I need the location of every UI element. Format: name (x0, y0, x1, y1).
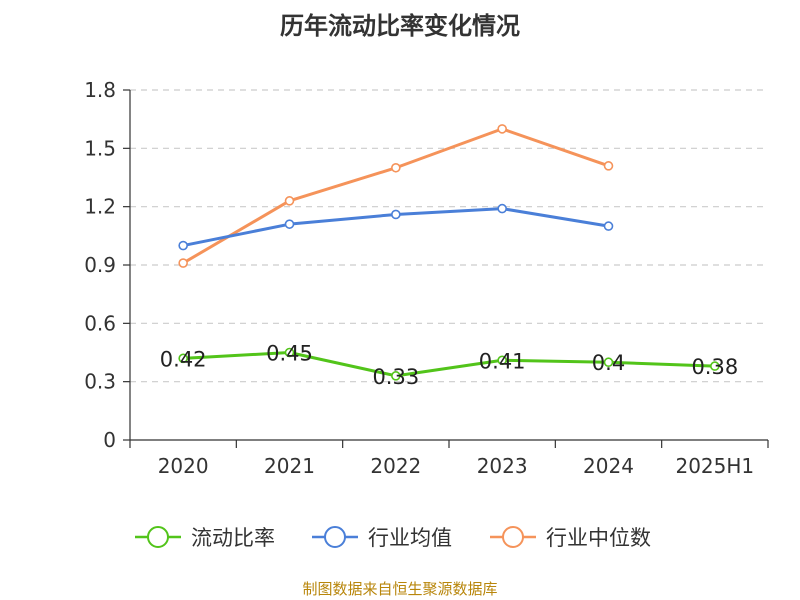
x-tick-label: 2022 (370, 454, 421, 478)
data-label: 0.4 (592, 351, 625, 375)
data-point (284, 219, 295, 229)
data-point (603, 357, 614, 368)
data-point (178, 353, 188, 364)
data-label: 0.38 (691, 355, 738, 379)
x-tick-label: 2024 (583, 454, 634, 478)
data-point (391, 162, 401, 173)
data-point (497, 203, 507, 214)
data-point (603, 221, 614, 231)
data-point (497, 355, 507, 366)
data-label: 0.42 (160, 347, 207, 371)
data-label: 0.45 (266, 342, 313, 366)
data-point (284, 196, 295, 206)
x-tick-label: 2020 (158, 454, 209, 478)
data-point (284, 347, 295, 358)
data-label: 0.33 (372, 365, 419, 389)
legend-label: 行业均值 (368, 526, 452, 550)
data-point (178, 258, 188, 268)
y-tick-label: 0.6 (84, 311, 116, 335)
legend-marker (324, 526, 346, 548)
source-note: 制图数据来自恒生聚源数据库 (302, 580, 498, 598)
chart-title: 历年流动比率变化情况 (280, 12, 520, 40)
data-point (391, 371, 401, 381)
data-label: 0.41 (479, 349, 526, 373)
y-tick-label: 0 (103, 428, 116, 452)
x-tick-label: 2025H1 (675, 454, 754, 478)
legend-label: 流动比率 (191, 526, 275, 550)
y-tick-label: 0.9 (84, 253, 116, 277)
y-tick-label: 1.2 (84, 195, 116, 219)
legend-marker (147, 526, 169, 548)
x-tick-label: 2021 (264, 454, 315, 478)
legend-label: 行业中位数 (546, 526, 651, 550)
legend-marker (502, 526, 524, 548)
series-line-2 (182, 127, 609, 265)
data-point (710, 361, 720, 371)
y-tick-label: 1.5 (84, 136, 116, 160)
y-tick-label: 1.8 (84, 78, 116, 102)
data-point (391, 209, 401, 220)
x-tick-label: 2023 (477, 454, 528, 478)
y-tick-label: 0.3 (84, 370, 116, 394)
series-line-0 (183, 351, 715, 378)
data-point (497, 124, 507, 134)
data-point (178, 240, 188, 251)
data-point (603, 161, 614, 171)
